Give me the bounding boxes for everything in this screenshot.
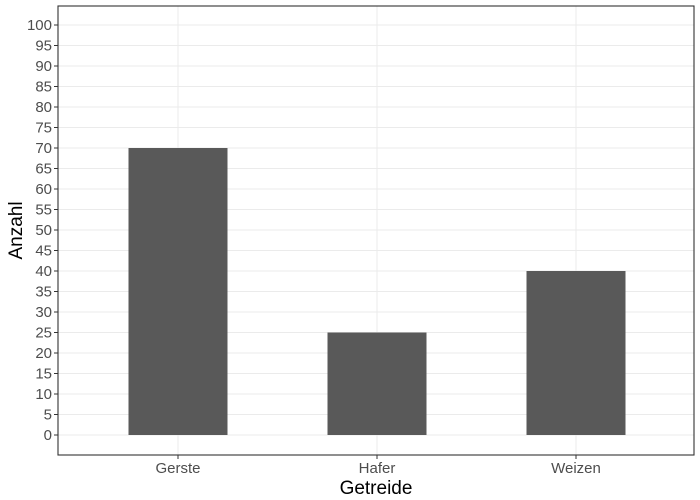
y-tick-label: 50 <box>35 222 52 239</box>
y-tick-label: 0 <box>44 427 52 444</box>
y-tick-label: 40 <box>35 263 52 280</box>
y-tick-label: 80 <box>35 99 52 116</box>
y-axis-ticks: 0 5 10 15 20 25 30 35 40 45 50 55 60 65 70 75 80 85 90 95 10… <box>27 17 58 444</box>
y-tick-label: 100 <box>27 17 52 34</box>
bars <box>128 148 626 435</box>
x-tick-label-hafer: Hafer <box>359 460 396 477</box>
x-axis-ticks: Gerste Hafer Weizen <box>155 455 601 477</box>
y-tick-label: 90 <box>35 58 52 75</box>
y-tick-label: 10 <box>35 386 52 403</box>
y-tick-label: 85 <box>35 79 52 96</box>
y-tick-label: 45 <box>35 243 52 260</box>
y-tick-label: 25 <box>35 325 52 342</box>
y-tick-label: 15 <box>35 366 52 383</box>
y-tick-label: 65 <box>35 161 52 178</box>
y-tick-label: 75 <box>35 120 52 137</box>
y-tick-label: 55 <box>35 202 52 219</box>
bar-gerste <box>128 148 228 435</box>
y-tick-label: 20 <box>35 345 52 362</box>
y-tick-label: 95 <box>35 38 52 55</box>
y-tick-label: 35 <box>35 284 52 301</box>
y-axis-title: Anzahl <box>6 201 27 259</box>
y-tick-label: 5 <box>44 407 52 424</box>
x-tick-label-gerste: Gerste <box>155 460 200 477</box>
x-axis-title: Getreide <box>340 478 413 499</box>
y-tick-label: 30 <box>35 304 52 321</box>
bar-hafer <box>327 332 427 435</box>
bar-weizen <box>526 271 626 435</box>
y-tick-label: 60 <box>35 181 52 198</box>
y-tick-label: 70 <box>35 140 52 157</box>
x-tick-label-weizen: Weizen <box>551 460 601 477</box>
